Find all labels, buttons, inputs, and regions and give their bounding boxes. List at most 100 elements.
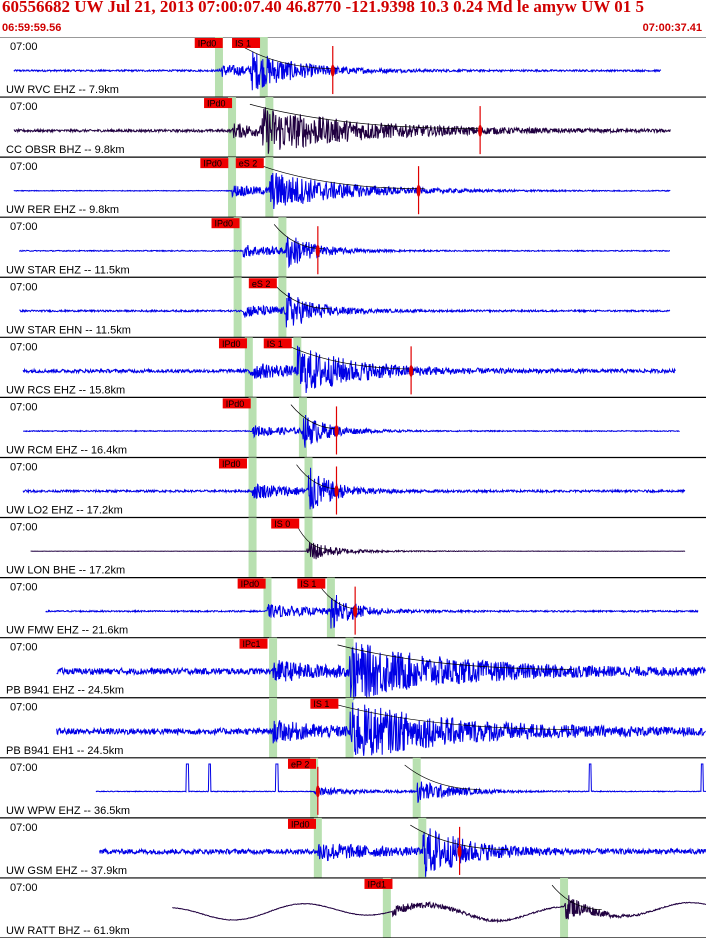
waveform [13,51,662,91]
pick-label: IPd0 [222,459,241,469]
trace-station-label: UW GSM EHZ -- 37.9km [6,865,127,877]
trace-row: IPd0 IS 1 07:00 UW RCS EHZ -- 15.8km [0,337,706,398]
waveform [30,542,686,560]
coda-curve [285,344,416,370]
waveform [18,236,670,269]
coda-curve [337,704,574,730]
pick-band [248,397,257,458]
pick-label-box [235,158,264,169]
pick-band [228,157,237,218]
amplitude-marker-dot [478,124,483,137]
trace-row: IPd0 eS 2 07:00 UW RER EHZ -- 9.8km [0,157,706,218]
amplitude-marker-dot [353,605,358,618]
pick-label-box [194,38,223,48]
waveform [95,763,706,803]
trace-time-label: 07:00 [10,822,38,834]
trace-station-label: PB B941 EH1 -- 24.5km [6,745,123,757]
pick-label-box [263,338,292,349]
coda-curve [551,884,602,910]
trace-row: eS 2 07:00 UW STAR EHN -- 11.5km [0,277,706,338]
trace-station-label: PB B941 EHZ -- 24.5km [6,685,124,697]
trace-station-label: UW FMW EHZ -- 21.6km [6,625,128,637]
trace-row: IPd1 07:00 UW RATT BHZ -- 61.9km [0,877,706,938]
pick-label-box [364,878,393,889]
trace-row: IS 0 07:00 UW LON BHE -- 17.2km [0,517,706,579]
pick-band [382,877,391,938]
coda-curve [273,284,332,310]
amplitude-marker-dot [409,364,414,377]
trace-station-label: UW WPW EHZ -- 36.5km [6,805,130,817]
trace-row: IPd0 IS 1 07:00 UW RVC EHZ -- 7.9km [0,37,706,98]
trace-time-label: 07:00 [10,341,38,353]
pick-band [304,517,313,578]
pick-band [278,217,287,278]
trace-row: eP 2 07:00 UW WPW EHZ -- 36.5km [0,757,706,819]
pick-label-box [211,218,240,229]
pick-band [244,337,253,398]
pick-label-box [297,578,326,589]
trace-row: IPd0 07:00 CC OBSR BHZ -- 9.8km [0,97,706,158]
pick-label: eS 2 [252,279,271,289]
pick-label-box [222,398,251,409]
trace-time-label: 07:00 [10,882,38,894]
trace-time-label: 07:00 [10,221,38,233]
waveform [13,172,671,210]
trace-time-label: 07:00 [10,161,38,173]
trace-time-label: 07:00 [10,522,38,534]
trace-time-label: 07:00 [10,702,38,714]
amplitude-marker-dot [334,485,339,498]
trace-station-label: CC OBSR BHZ -- 9.8km [6,144,125,156]
pick-label-box [200,158,229,169]
trace-station-label: UW RCM EHZ -- 16.4km [6,444,127,456]
amplitude-marker-dot [315,244,320,257]
trace-time-label: 07:00 [10,401,38,413]
waveform [23,414,680,448]
pick-band [269,637,278,698]
coda-curve [238,43,337,69]
pick-label: IS 0 [274,519,290,529]
pick-label: IPd0 [203,159,222,169]
trace-row: IPd0 IS 1 07:00 UW FMW EHZ -- 21.6km [0,577,706,639]
pick-band [233,277,242,338]
coda-curve [257,164,425,190]
pick-label-box [218,338,247,349]
pick-label-box [237,578,266,589]
pick-label: IPc1 [242,639,260,649]
pick-label: eP 2 [291,759,309,769]
trace-time-label: 07:00 [10,582,38,594]
pick-label-box [204,98,233,109]
event-title: 60556682 UW Jul 21, 2013 07:00:07.40 46.… [2,0,645,16]
trace-station-label: UW RER EHZ -- 9.8km [6,204,119,216]
pick-label-box [271,518,300,529]
waveform [19,292,671,328]
trace-time-label: 07:00 [10,762,38,774]
trace-station-label: UW STAR EHZ -- 11.5km [6,264,130,276]
waveform [172,895,706,924]
pick-band [278,277,287,338]
coda-curve [337,644,574,670]
trace-row: IPd0 07:00 UW GSM EHZ -- 37.9km [0,817,706,879]
pick-label-box [239,638,268,649]
trace-station-label: UW RVC EHZ -- 7.9km [6,84,119,96]
pick-band [269,697,278,758]
event-header: 60556682 UW Jul 21, 2013 07:00:07.40 46.… [0,0,706,38]
trace-time-label: 07:00 [10,101,38,113]
waveform [22,345,676,394]
pick-label: IPd0 [226,399,245,409]
pick-label: IPd0 [222,339,241,349]
pick-label-box [218,458,247,469]
amplitude-marker-dot [334,425,339,438]
pick-band [560,877,569,938]
pick-label-box [310,698,339,709]
pick-band [248,517,257,578]
amplitude-marker-dot [457,845,462,858]
pick-band [228,97,237,158]
trace-station-label: UW LO2 EHZ -- 17.2km [6,505,123,517]
amplitude-marker-dot [330,64,335,77]
waveform [99,828,706,877]
trace-row: IS 1 07:00 PB B941 EH1 -- 24.5km [0,697,706,759]
trace-row: IPc1 07:00 PB B941 EHZ -- 24.5km [0,637,706,700]
trace-station-label: UW LON BHE -- 17.2km [6,565,125,577]
trace-row: IPd0 07:00 UW STAR EHZ -- 11.5km [0,217,706,278]
window-end-time: 07:00:37.41 [642,22,702,34]
